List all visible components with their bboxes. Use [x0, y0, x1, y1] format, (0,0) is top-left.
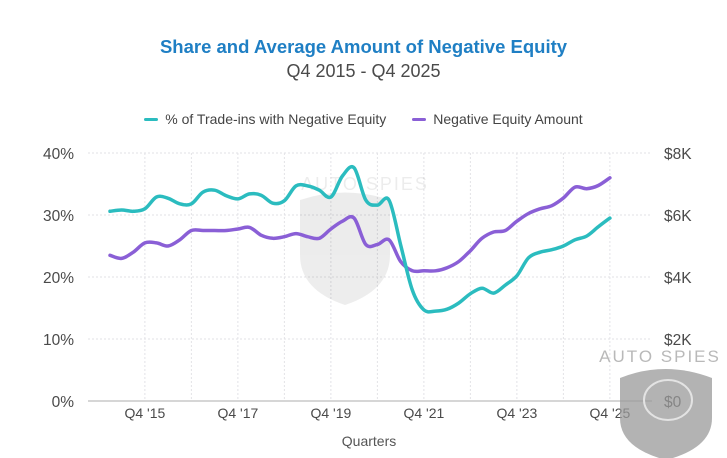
y-left-tick-label: 0% [52, 394, 75, 411]
legend-item-amount[interactable]: Negative Equity Amount [412, 111, 583, 127]
series-line-amount [108, 176, 612, 274]
x-tick-label: Q4 '17 [217, 405, 258, 421]
y-left-tick-label: 20% [43, 270, 74, 287]
legend-label-amount: Negative Equity Amount [433, 111, 583, 127]
watermark-text: AUTO SPIES [301, 174, 429, 194]
y-left-tick-label: 40% [43, 146, 74, 163]
x-tick-label: Q4 '19 [310, 405, 351, 421]
y-axis-left: 0% 10% 20% 30% 40% [43, 146, 74, 411]
legend-label-share: % of Trade-ins with Negative Equity [165, 111, 387, 127]
watermark-shield-icon [300, 192, 390, 305]
watermark-center: AUTO SPIES [300, 174, 429, 305]
y-right-tick-label: $6K [664, 208, 692, 225]
legend-swatch-teal [144, 117, 159, 121]
gridlines [88, 152, 652, 401]
watermark-corner: AUTO SPIES [599, 347, 721, 458]
x-axis-label: Quarters [342, 433, 396, 449]
watermark-corner-text: AUTO SPIES [599, 347, 721, 366]
legend-item-share[interactable]: % of Trade-ins with Negative Equity [144, 111, 386, 127]
x-tick-label: Q4 '15 [124, 405, 165, 421]
y-right-tick-label: $4K [664, 270, 692, 287]
chart-title: Share and Average Amount of Negative Equ… [159, 36, 568, 57]
series-points-share [109, 167, 610, 312]
y-right-tick-label: $8K [664, 146, 692, 163]
series-lines [108, 165, 612, 314]
y-left-tick-label: 10% [43, 332, 74, 349]
series-points-amount [109, 177, 610, 271]
legend-swatch-purple [412, 117, 427, 121]
watermark-globe-icon [643, 379, 693, 421]
chart-subtitle: Q4 2015 - Q4 2025 [286, 61, 441, 81]
x-axis: Q4 '15 Q4 '17 Q4 '19 Q4 '21 Q4 '23 Q4 '25 [124, 405, 630, 421]
y-right-tick-label: $2K [664, 332, 692, 349]
legend: % of Trade-ins with Negative Equity Nega… [0, 111, 727, 127]
x-tick-label: Q4 '21 [403, 405, 444, 421]
watermark-corner-shield-icon [620, 369, 712, 458]
series-line-share [108, 165, 612, 314]
y-left-tick-label: 30% [43, 208, 74, 225]
x-tick-label: Q4 '23 [496, 405, 537, 421]
